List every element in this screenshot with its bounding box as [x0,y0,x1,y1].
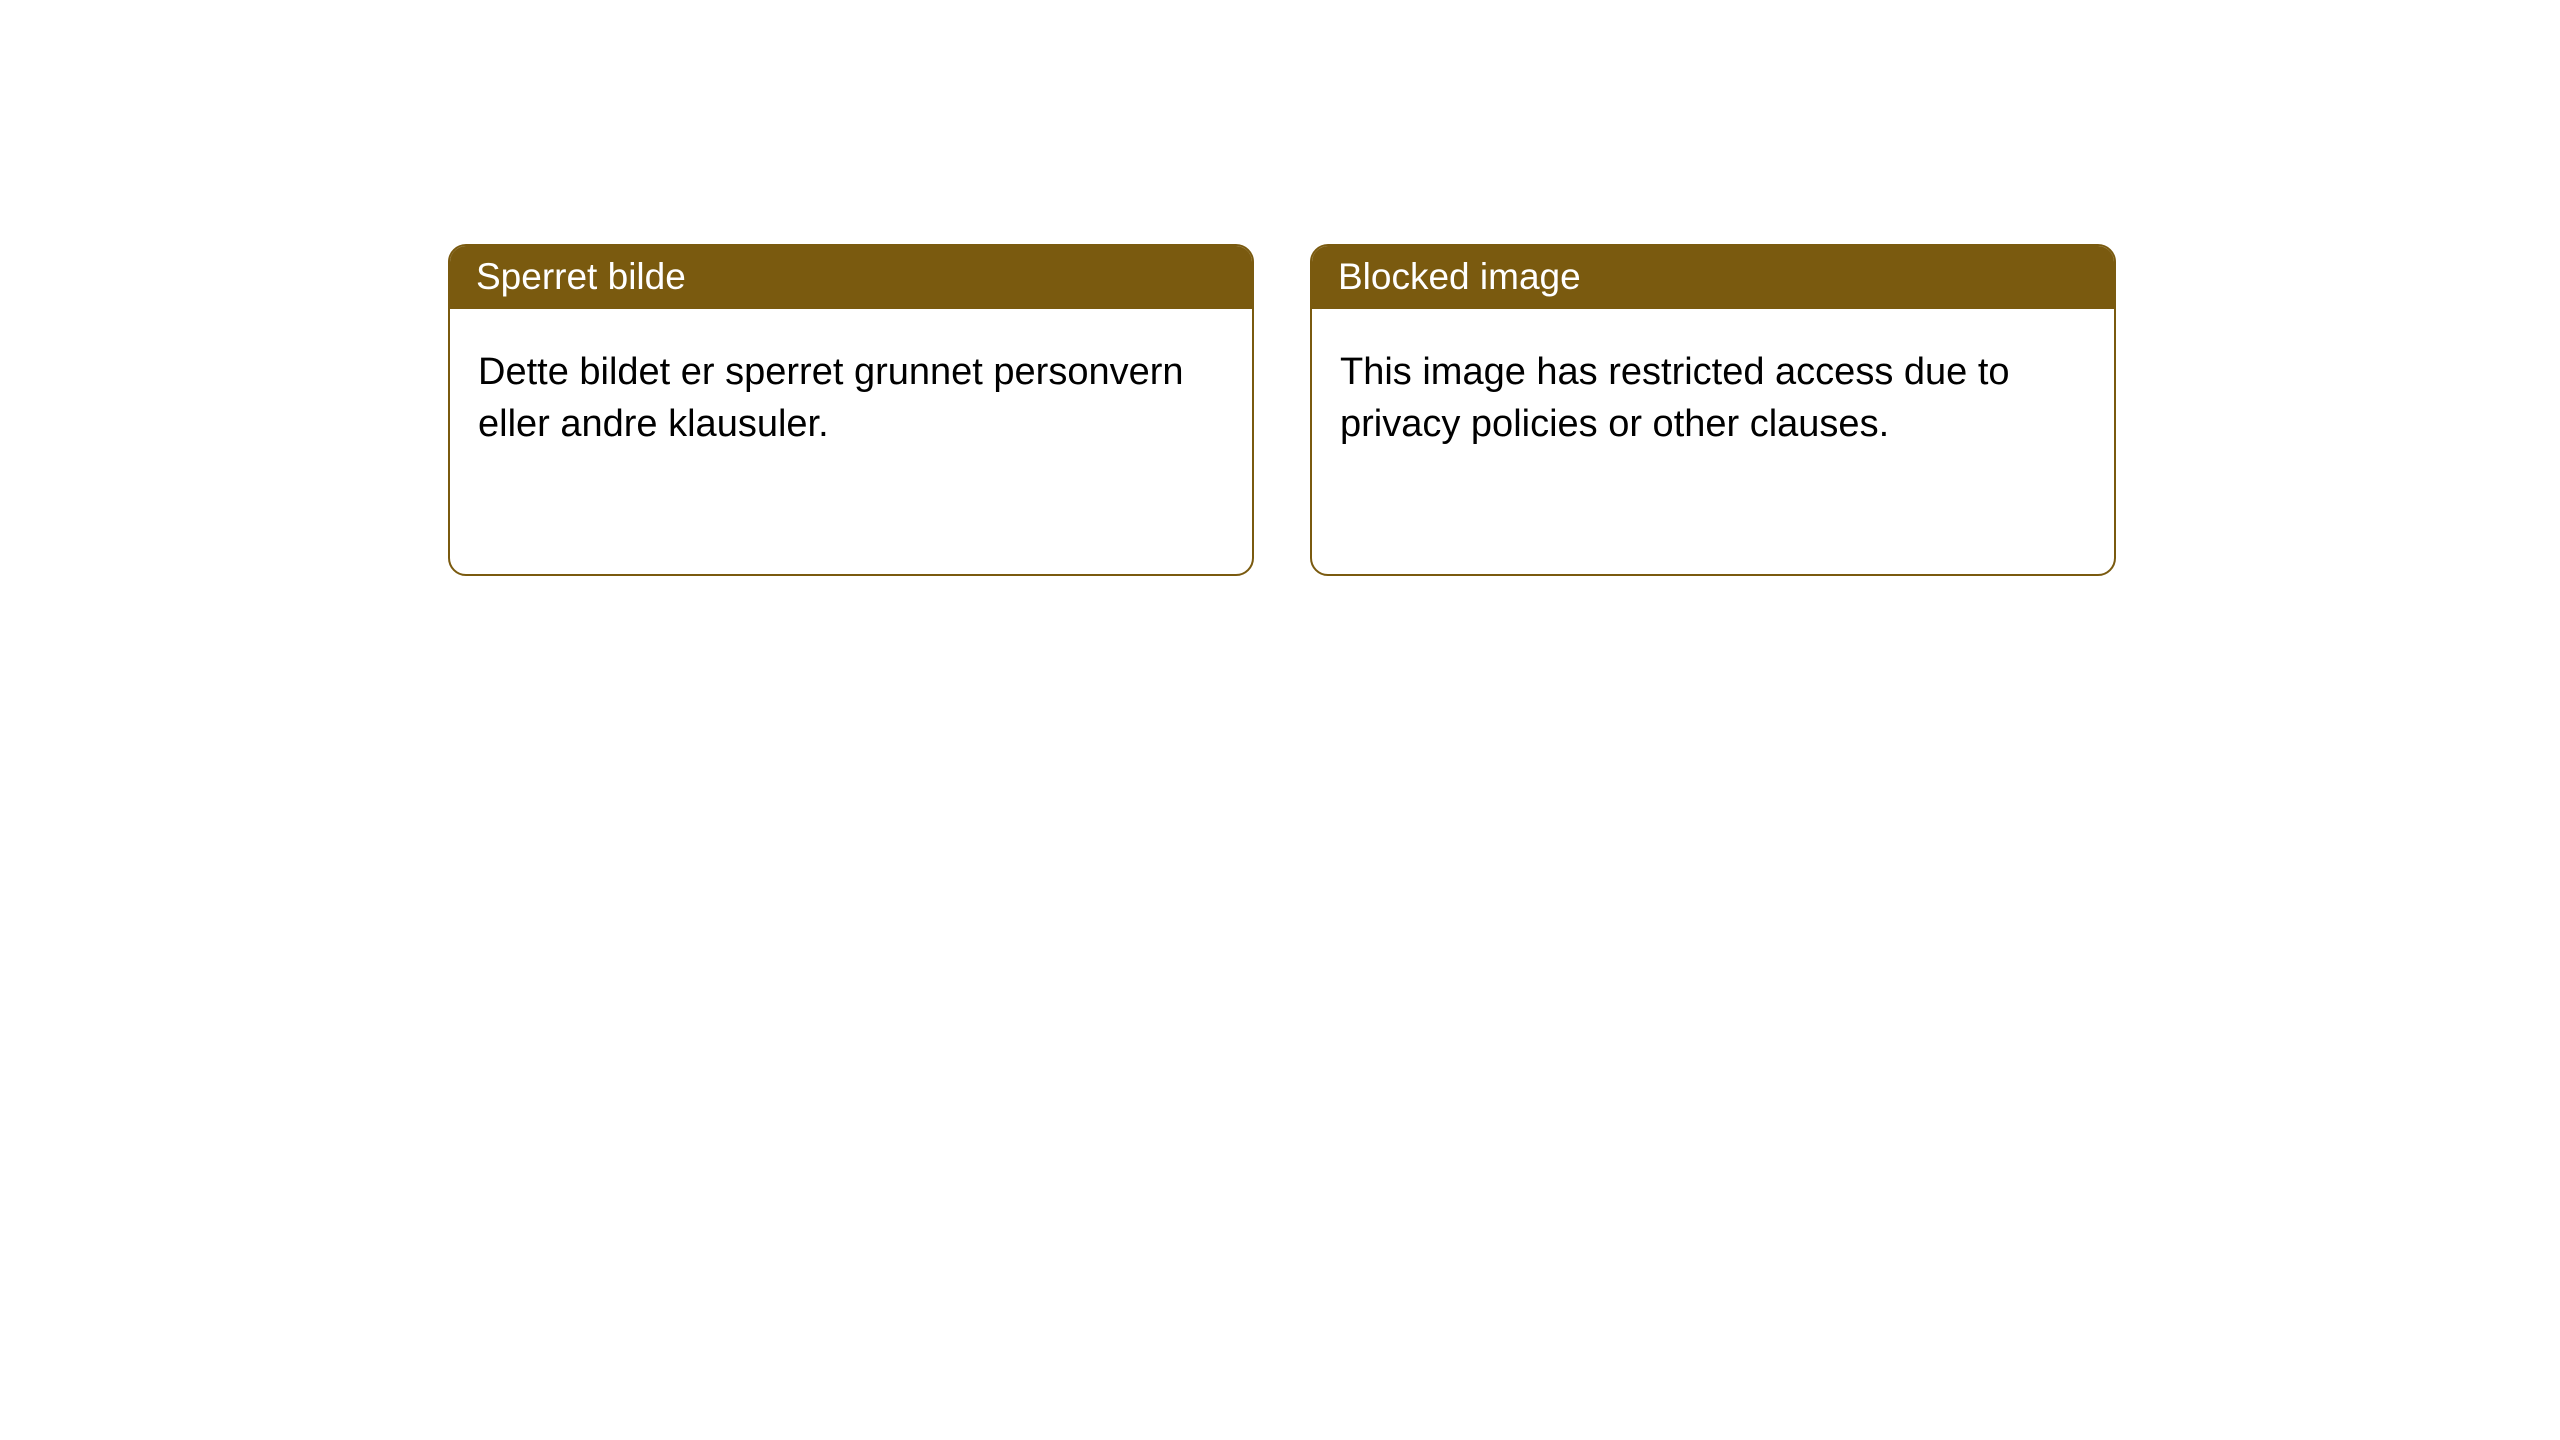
card-body: Dette bildet er sperret grunnet personve… [450,309,1252,478]
blocked-image-card-norwegian: Sperret bilde Dette bildet er sperret gr… [448,244,1254,576]
notice-container: Sperret bilde Dette bildet er sperret gr… [0,0,2560,576]
card-title: Sperret bilde [450,246,1252,309]
card-body: This image has restricted access due to … [1312,309,2114,478]
blocked-image-card-english: Blocked image This image has restricted … [1310,244,2116,576]
card-title: Blocked image [1312,246,2114,309]
